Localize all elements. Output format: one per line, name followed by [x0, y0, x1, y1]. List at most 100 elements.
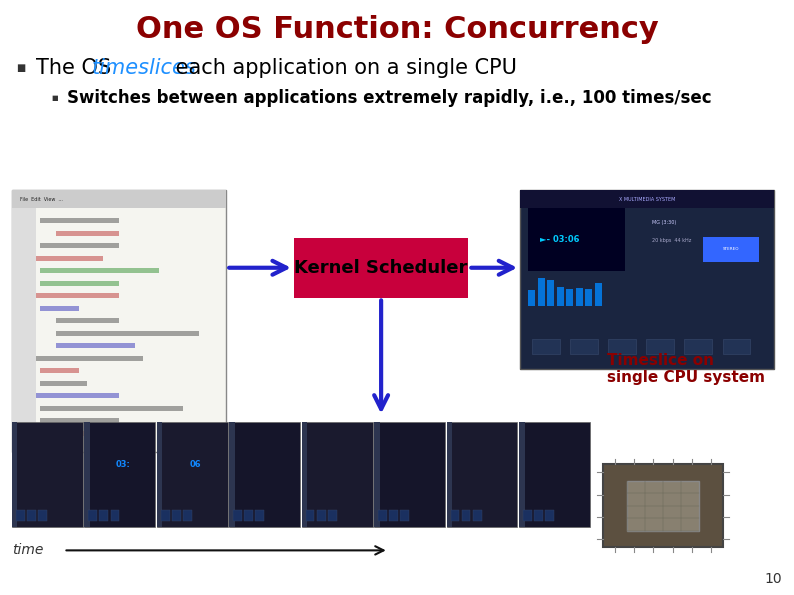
FancyBboxPatch shape: [88, 510, 97, 521]
FancyBboxPatch shape: [12, 208, 36, 452]
FancyBboxPatch shape: [172, 510, 181, 521]
FancyBboxPatch shape: [56, 243, 119, 248]
FancyBboxPatch shape: [723, 339, 750, 354]
Text: X MULTIMEDIA SYSTEM: X MULTIMEDIA SYSTEM: [619, 197, 676, 202]
FancyBboxPatch shape: [646, 339, 674, 354]
FancyBboxPatch shape: [302, 422, 307, 527]
FancyBboxPatch shape: [595, 288, 602, 306]
FancyBboxPatch shape: [473, 510, 481, 521]
FancyBboxPatch shape: [570, 339, 598, 354]
Text: time: time: [12, 543, 44, 558]
FancyBboxPatch shape: [99, 510, 108, 521]
FancyBboxPatch shape: [538, 286, 545, 306]
Text: Switches between applications extremely rapidly, i.e., 100 times/sec: Switches between applications extremely …: [67, 89, 712, 107]
Text: ■: ■: [16, 64, 25, 73]
FancyBboxPatch shape: [56, 293, 95, 298]
FancyBboxPatch shape: [12, 190, 226, 452]
FancyBboxPatch shape: [519, 422, 590, 527]
FancyBboxPatch shape: [528, 208, 625, 271]
FancyBboxPatch shape: [40, 218, 183, 223]
Text: Timeslice on
single CPU system: Timeslice on single CPU system: [607, 353, 765, 385]
FancyBboxPatch shape: [294, 238, 468, 298]
FancyBboxPatch shape: [519, 422, 525, 527]
Text: STEREO: STEREO: [723, 248, 739, 251]
FancyBboxPatch shape: [12, 422, 17, 527]
FancyBboxPatch shape: [160, 510, 170, 521]
FancyBboxPatch shape: [446, 422, 453, 527]
FancyBboxPatch shape: [233, 510, 242, 521]
FancyBboxPatch shape: [557, 296, 564, 306]
FancyBboxPatch shape: [84, 422, 90, 527]
FancyBboxPatch shape: [24, 268, 64, 273]
FancyBboxPatch shape: [24, 281, 103, 286]
FancyBboxPatch shape: [245, 510, 253, 521]
FancyBboxPatch shape: [608, 339, 636, 354]
Text: ►- 03:06: ►- 03:06: [540, 235, 580, 244]
Text: 06: 06: [190, 459, 201, 469]
FancyBboxPatch shape: [576, 280, 583, 306]
FancyBboxPatch shape: [378, 510, 387, 521]
FancyBboxPatch shape: [56, 318, 198, 323]
Text: ■: ■: [52, 95, 58, 101]
Text: File  Edit  View  ...: File Edit View ...: [20, 197, 63, 202]
FancyBboxPatch shape: [256, 510, 264, 521]
FancyBboxPatch shape: [374, 422, 380, 527]
FancyBboxPatch shape: [56, 331, 119, 336]
FancyBboxPatch shape: [12, 422, 83, 527]
FancyBboxPatch shape: [703, 237, 759, 262]
FancyBboxPatch shape: [229, 422, 300, 527]
FancyBboxPatch shape: [183, 510, 192, 521]
FancyBboxPatch shape: [523, 510, 532, 521]
FancyBboxPatch shape: [389, 510, 398, 521]
FancyBboxPatch shape: [566, 295, 573, 306]
FancyBboxPatch shape: [40, 356, 135, 361]
FancyBboxPatch shape: [24, 256, 119, 261]
Text: MG (3:30): MG (3:30): [652, 220, 676, 225]
Text: The OS: The OS: [36, 58, 118, 79]
Text: 10: 10: [765, 572, 782, 586]
FancyBboxPatch shape: [462, 510, 470, 521]
FancyBboxPatch shape: [532, 339, 560, 354]
FancyBboxPatch shape: [38, 510, 47, 521]
FancyBboxPatch shape: [156, 422, 163, 527]
FancyBboxPatch shape: [24, 418, 119, 423]
FancyBboxPatch shape: [520, 190, 774, 369]
FancyBboxPatch shape: [56, 231, 103, 236]
FancyBboxPatch shape: [547, 296, 554, 306]
FancyBboxPatch shape: [229, 422, 235, 527]
FancyBboxPatch shape: [110, 510, 119, 521]
FancyBboxPatch shape: [24, 406, 103, 411]
FancyBboxPatch shape: [16, 510, 25, 521]
FancyBboxPatch shape: [328, 510, 337, 521]
Text: 03:: 03:: [116, 459, 130, 469]
FancyBboxPatch shape: [317, 510, 326, 521]
Text: timeslices: timeslices: [91, 58, 196, 79]
FancyBboxPatch shape: [56, 431, 151, 436]
FancyBboxPatch shape: [545, 510, 554, 521]
FancyBboxPatch shape: [585, 282, 592, 306]
FancyBboxPatch shape: [156, 422, 228, 527]
FancyBboxPatch shape: [446, 422, 518, 527]
FancyBboxPatch shape: [84, 422, 156, 527]
FancyBboxPatch shape: [40, 368, 135, 373]
FancyBboxPatch shape: [24, 381, 167, 386]
Text: 20 kbps  44 kHz: 20 kbps 44 kHz: [652, 238, 692, 243]
FancyBboxPatch shape: [302, 422, 372, 527]
FancyBboxPatch shape: [684, 339, 712, 354]
FancyBboxPatch shape: [400, 510, 409, 521]
FancyBboxPatch shape: [56, 306, 175, 311]
FancyBboxPatch shape: [56, 343, 119, 348]
FancyBboxPatch shape: [374, 422, 445, 527]
FancyBboxPatch shape: [56, 393, 135, 398]
FancyBboxPatch shape: [451, 510, 459, 521]
FancyBboxPatch shape: [306, 510, 314, 521]
FancyBboxPatch shape: [627, 481, 699, 531]
FancyBboxPatch shape: [27, 510, 36, 521]
FancyBboxPatch shape: [534, 510, 543, 521]
Text: each application on a single CPU: each application on a single CPU: [169, 58, 517, 79]
FancyBboxPatch shape: [603, 464, 723, 547]
Text: Kernel Scheduler: Kernel Scheduler: [295, 259, 468, 277]
FancyBboxPatch shape: [12, 190, 226, 208]
Text: One OS Function: Concurrency: One OS Function: Concurrency: [136, 15, 658, 44]
FancyBboxPatch shape: [528, 284, 535, 306]
